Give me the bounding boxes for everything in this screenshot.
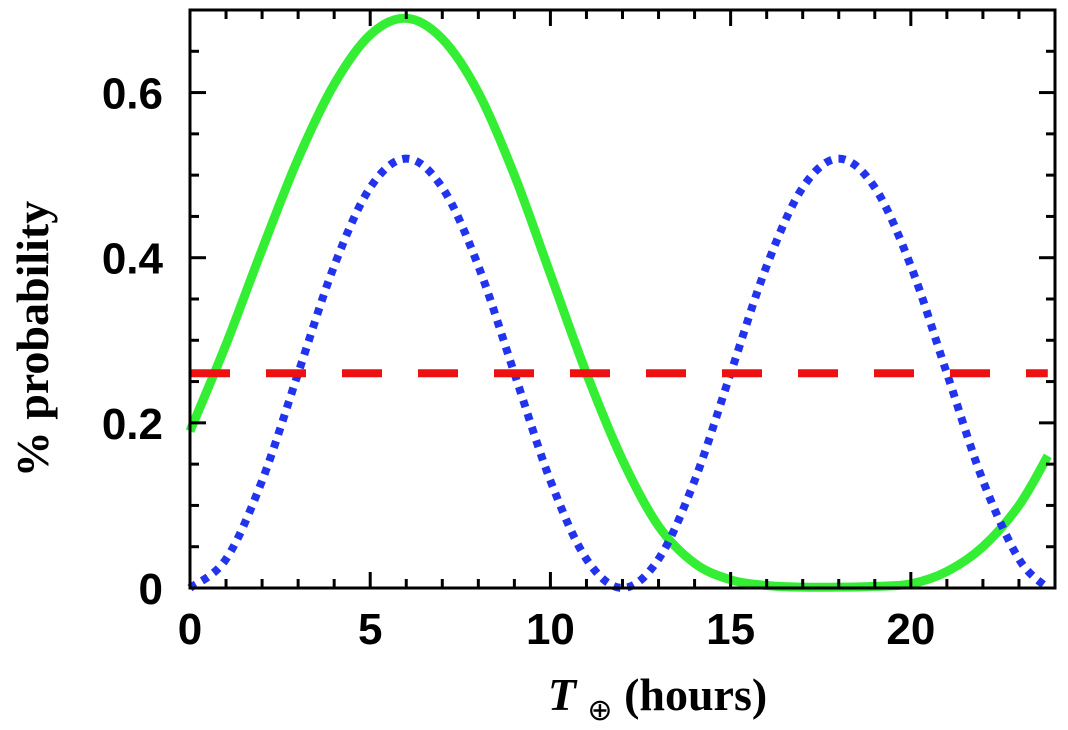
labels-layer: 0 5 10 15 20 0 0.2 0.4 0.6 bbox=[102, 70, 935, 654]
x-axis-label: T ⊕ (hours) bbox=[548, 669, 767, 730]
y-tick-label: 0 bbox=[139, 565, 163, 614]
x-axis-label-symbol: T bbox=[548, 669, 578, 720]
x-axis-label-text: (hours) bbox=[624, 669, 767, 720]
y-tick-label: 0.2 bbox=[102, 400, 163, 449]
ticks-layer bbox=[190, 10, 1055, 588]
y-tick-label: 0.4 bbox=[102, 235, 164, 284]
x-axis-label-subscript: ⊕ bbox=[587, 693, 612, 728]
x-tick-label: 15 bbox=[706, 605, 755, 654]
x-tick-label: 10 bbox=[526, 605, 575, 654]
series-layer bbox=[185, 13, 1052, 593]
x-tick-label: 0 bbox=[178, 605, 202, 654]
series-line-solid bbox=[185, 13, 1052, 592]
x-tick-label: 20 bbox=[886, 605, 935, 654]
y-tick-label: 0.6 bbox=[102, 70, 163, 119]
y-axis-label: % probability bbox=[7, 201, 58, 478]
series-line-dotted bbox=[187, 154, 1051, 593]
x-tick-label: 5 bbox=[358, 605, 382, 654]
